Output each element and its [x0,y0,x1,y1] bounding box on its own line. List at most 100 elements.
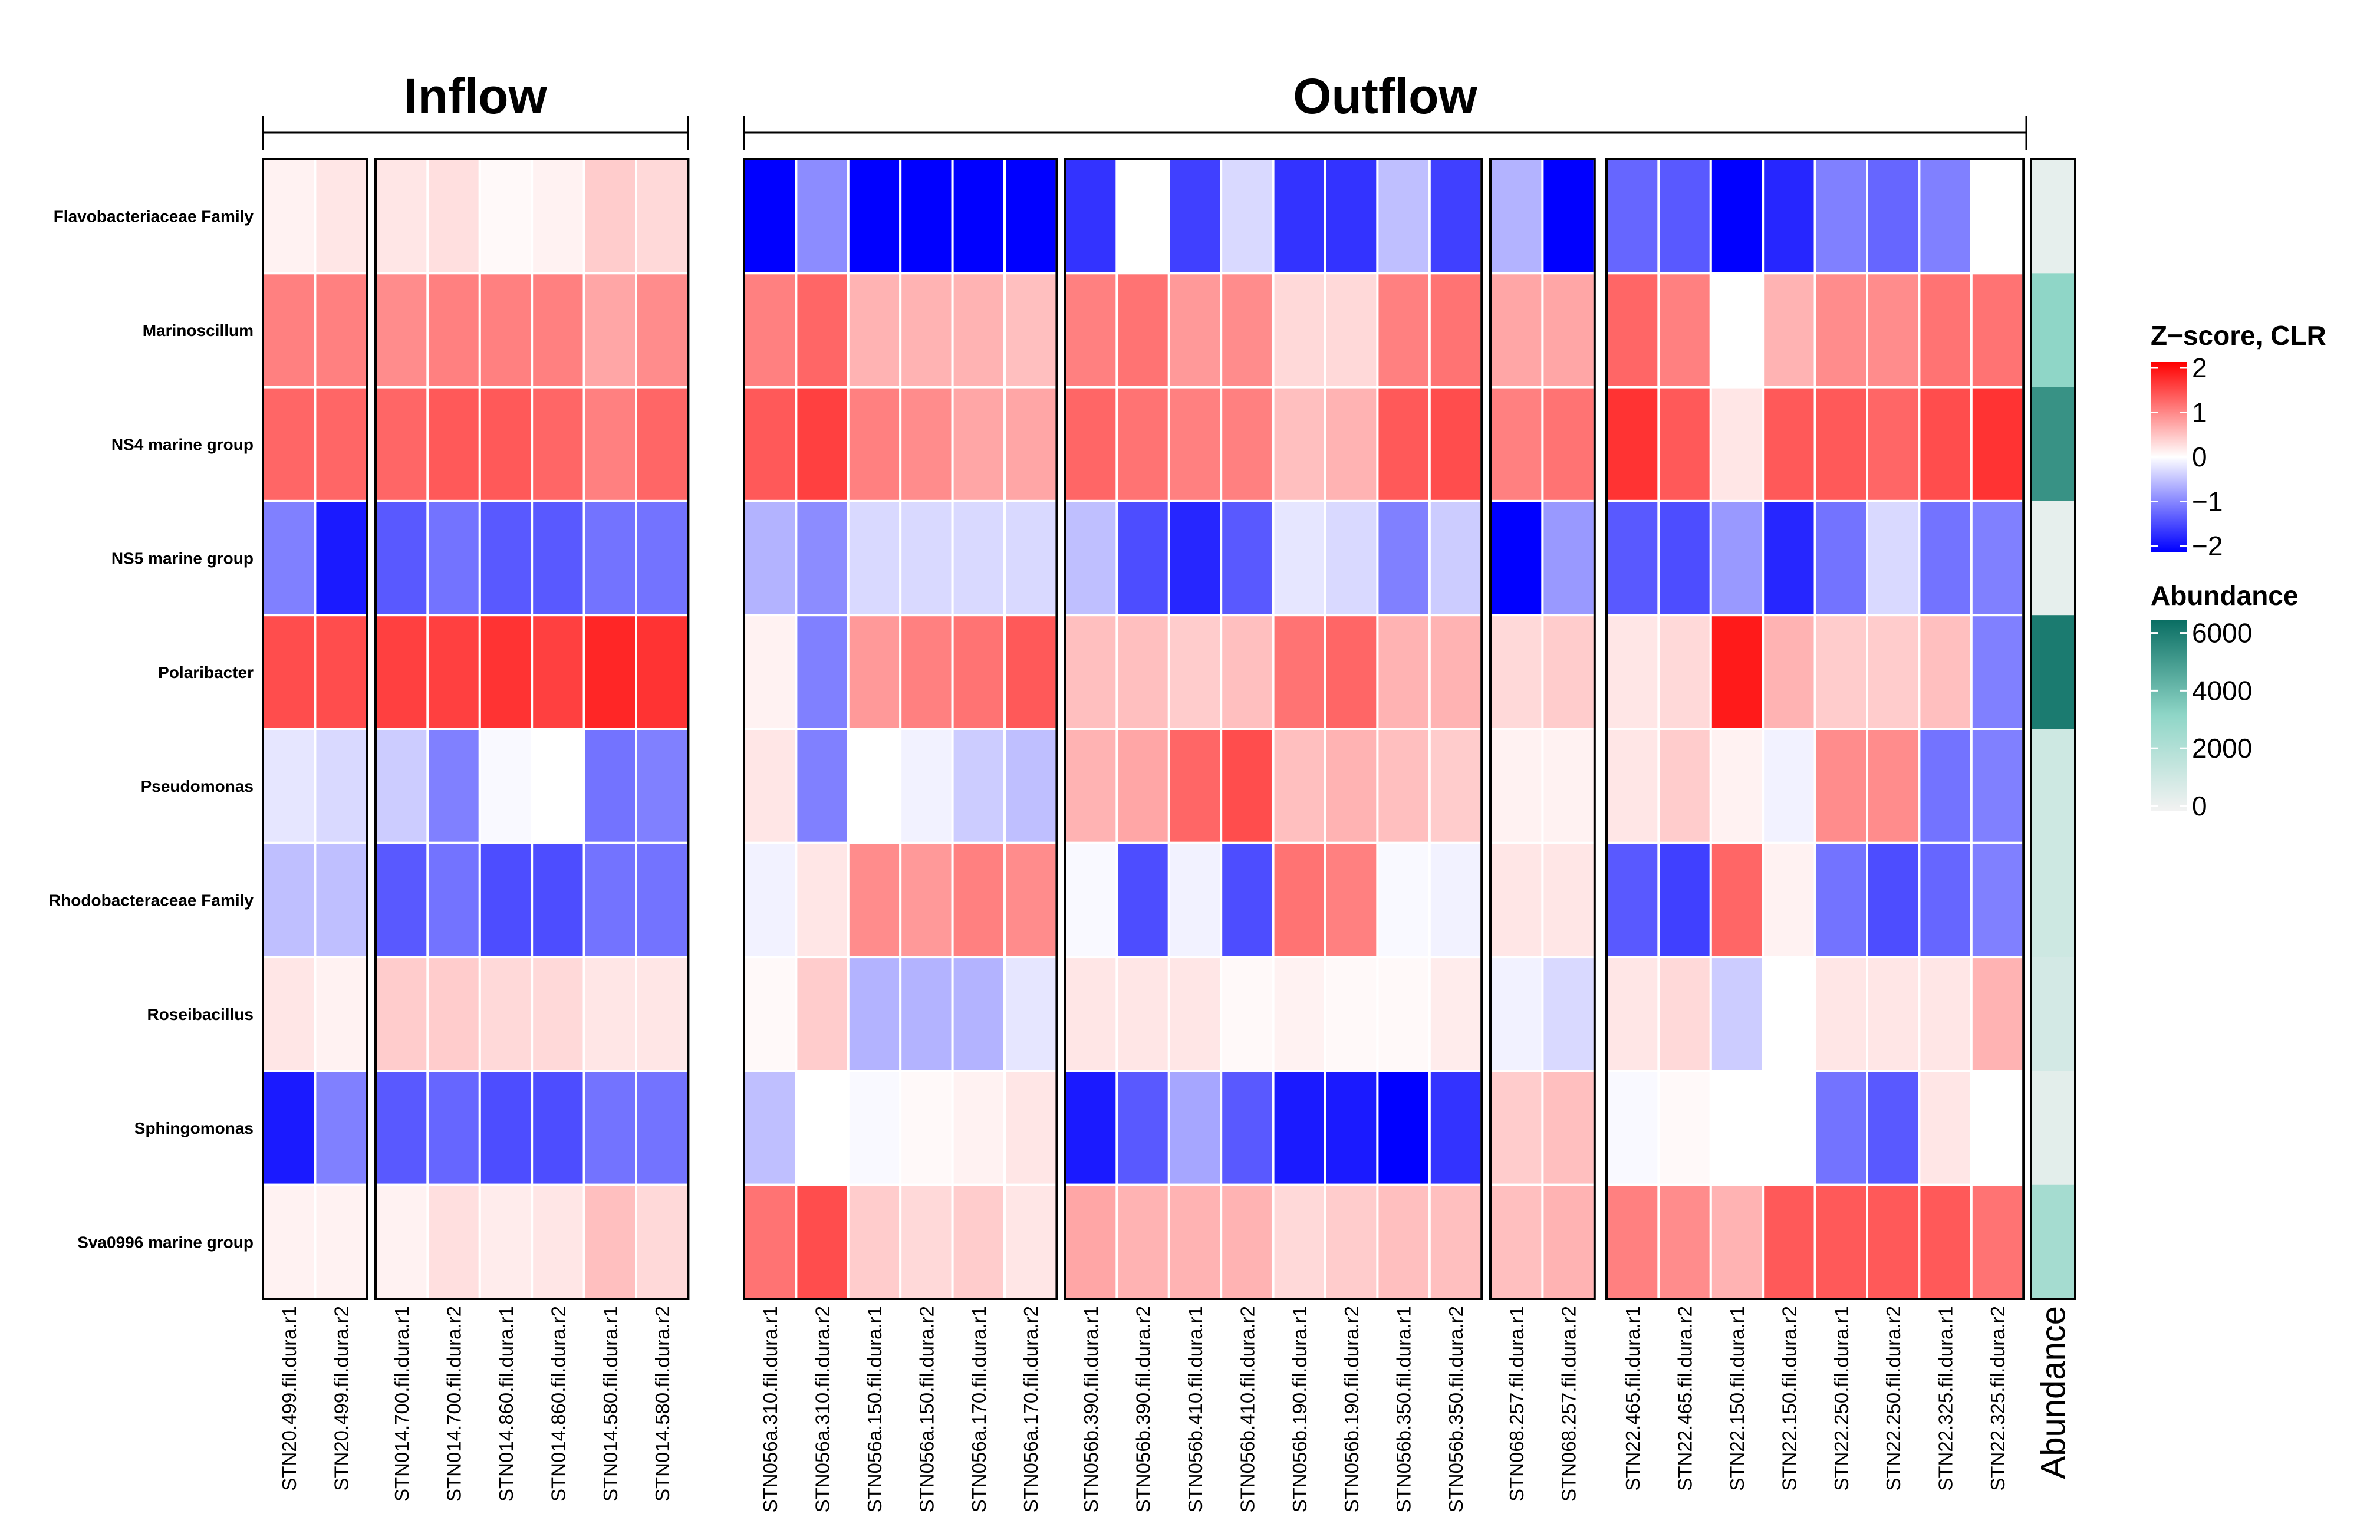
heatmap-cell [951,499,1006,617]
heatmap-cell [1709,386,1765,502]
heatmap-cell [1115,956,1170,1072]
column-label: STN056a.150.fil.dura.r2 [916,1306,937,1512]
heatmap-cell [795,1070,850,1186]
heatmap-cell [1762,1183,1816,1300]
heatmap-cell [795,1183,850,1300]
heatmap-cell [1541,158,1596,275]
heatmap-cell [1709,956,1765,1072]
heatmap-cell [847,1070,902,1186]
heatmap-cell [951,386,1006,502]
heatmap-cell [1489,614,1544,730]
heatmap-cell [1167,158,1223,275]
block-border [1489,158,1596,1300]
heatmap-cell [1324,499,1379,617]
heatmap-cell [1866,499,1921,617]
column-label: STN22.465.fil.dura.r2 [1674,1306,1696,1491]
heatmap-cell [1428,728,1483,844]
heatmap-cell [1657,1070,1712,1186]
heatmap-cell [1376,499,1431,617]
heatmap-cell [314,956,368,1072]
heatmap-cell [262,728,317,844]
group-bracket-inflow [262,116,689,150]
heatmap-cell [1541,841,1596,959]
heatmap-cell [314,728,368,844]
heatmap-cell [1220,728,1275,844]
column-label: STN22.250.fil.dura.r1 [1831,1306,1852,1491]
heatmap-cell [1489,956,1544,1072]
heatmap-cell [1428,272,1483,389]
heatmap-cell [1970,499,2025,617]
heatmap-cell [1064,841,1118,959]
heatmap-cell [1541,956,1596,1072]
heatmap-cell [1709,272,1765,389]
heatmap-cell [743,956,798,1072]
heatmap-cell [1970,614,2025,730]
heatmap-cell [1709,158,1765,275]
heatmap-cell [1970,841,2025,959]
heatmap-cell [1541,272,1596,389]
heatmap-cell [531,1183,585,1300]
legend-tick-label: 2 [2192,353,2207,383]
heatmap-cell [743,272,798,389]
heatmap-cell [743,158,798,275]
heatmap-cell [1605,272,1660,389]
heatmap-cell [478,614,534,730]
heatmap-cell [1428,499,1483,617]
heatmap-cell [374,614,429,730]
heatmap-cell [478,728,534,844]
heatmap-cell [1813,956,1869,1072]
column-label: STN056b.390.fil.dura.r1 [1080,1306,1102,1512]
heatmap-cell [478,272,534,389]
heatmap-cell [1657,728,1712,844]
heatmap-cell [1970,158,2025,275]
heatmap-cell [314,1183,368,1300]
row-label: Pseudomonas [141,777,254,795]
heatmap-cell [1605,158,1660,275]
heatmap-cell [1762,158,1816,275]
heatmap-cell [1866,386,1921,502]
heatmap-cell [1918,614,1973,730]
legend-tick-label: −2 [2192,531,2223,561]
heatmap-cell [1272,1183,1327,1300]
block-border [1605,158,2025,1300]
heatmap-cell [531,272,585,389]
heatmap-cell [1541,1070,1596,1186]
heatmap-cell [1605,956,1660,1072]
heatmap-cell [635,956,690,1072]
heatmap-cell [262,272,317,389]
abundance-border [2030,158,2076,1300]
heatmap-cell [1167,728,1223,844]
heatmap-cell [478,1183,534,1300]
heatmap-cell [1762,499,1816,617]
heatmap-cell [1428,841,1483,959]
heatmap-cell [531,158,585,275]
column-label: STN056b.350.fil.dura.r2 [1445,1306,1467,1512]
heatmap-cell [374,158,429,275]
heatmap-cell [374,1070,429,1186]
heatmap-cell [1428,386,1483,502]
heatmap-cell [1428,1070,1483,1186]
legend-tick-label: 0 [2192,442,2207,472]
column-label: STN056b.190.fil.dura.r2 [1341,1306,1362,1512]
row-label: Rhodobacteraceae Family [49,891,254,909]
legend-tick-label: 0 [2192,791,2207,821]
heatmap-cell [1003,499,1058,617]
heatmap-cell [1970,956,2025,1072]
heatmap-cell [1376,1070,1431,1186]
heatmap-cell [1657,499,1712,617]
heatmap-cell [262,158,317,275]
heatmap-cell [1064,272,1118,389]
heatmap-cell [1762,272,1816,389]
heatmap-cell [1003,841,1058,959]
row-label: Marinoscillum [143,321,254,340]
heatmap-cell [899,1183,954,1300]
heatmap-cell [1167,1183,1223,1300]
heatmap-cell [582,386,637,502]
heatmap-cell [1220,841,1275,959]
heatmap-cell [1272,841,1327,959]
heatmap-cell [1428,1183,1483,1300]
abundance-cell [2031,501,2075,616]
heatmap-cell [478,1070,534,1186]
column-label: STN014.580.fil.dura.r2 [651,1306,673,1502]
